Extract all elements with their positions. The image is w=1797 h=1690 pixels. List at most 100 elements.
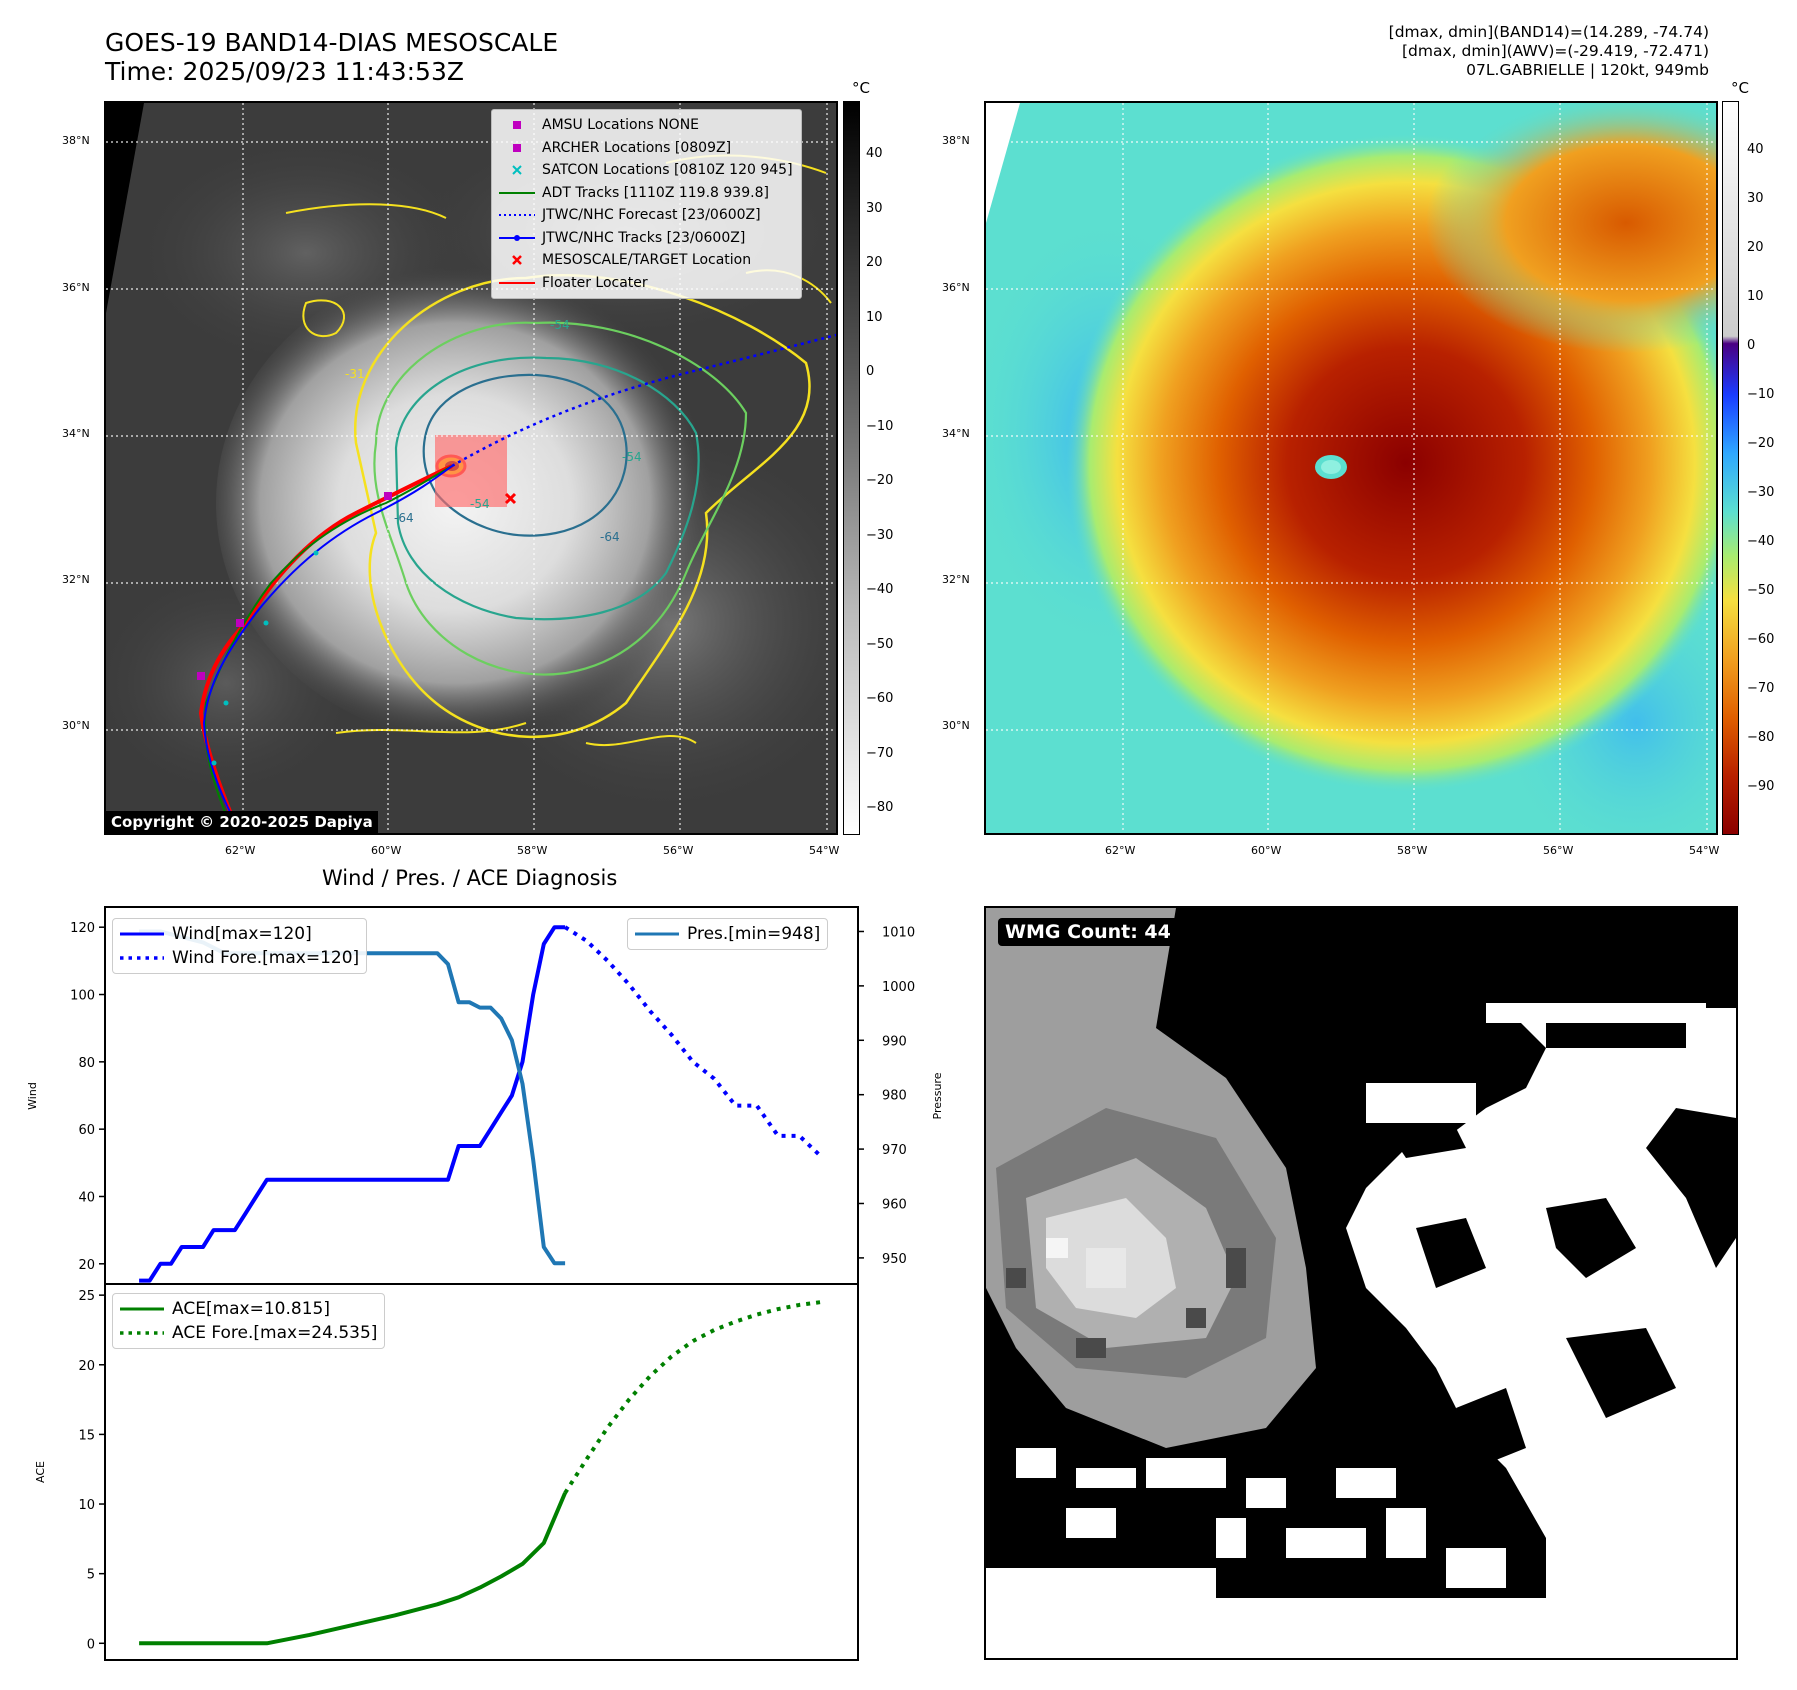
legend-x-icon bbox=[498, 165, 536, 175]
lat-label: 36°N bbox=[62, 281, 90, 294]
legend-item-adt: ADT Tracks [1110Z 119.8 939.8] bbox=[498, 182, 793, 205]
colorbar-tick-label: −80 bbox=[1747, 730, 1775, 745]
legend-item-ace-fore: ACE Fore.[max=24.535] bbox=[120, 1321, 377, 1345]
y-tick-label: 0 bbox=[87, 1637, 95, 1652]
contour-label: -31 bbox=[345, 367, 365, 381]
legend-square-icon bbox=[498, 143, 536, 153]
pressure-line bbox=[139, 929, 566, 1266]
colorbar-unit: °C bbox=[1731, 79, 1749, 97]
colorbar-tick-label: −30 bbox=[1747, 485, 1775, 500]
y2-tick-label: 950 bbox=[882, 1252, 907, 1267]
y-tick-label: 25 bbox=[78, 1289, 95, 1304]
y-tick-label: 5 bbox=[87, 1568, 95, 1583]
y-tick-label: 40 bbox=[78, 1190, 95, 1205]
ir-map-panel: Copyright © 2020-2025 Dapiya AMSU Locati… bbox=[104, 101, 838, 835]
awv-colorbar bbox=[1722, 101, 1739, 835]
legend-item-amsu: AMSU Locations NONE bbox=[498, 114, 793, 137]
lat-label: 32°N bbox=[942, 573, 970, 586]
diagnosis-title: Wind / Pres. / ACE Diagnosis bbox=[322, 866, 618, 890]
colorbar-tick-label: 40 bbox=[1747, 142, 1764, 157]
legend-dotted-line-icon bbox=[120, 956, 164, 960]
colorbar-tick-label: 10 bbox=[1747, 289, 1764, 304]
lon-label: 54°W bbox=[809, 844, 840, 857]
lon-label: 60°W bbox=[371, 844, 402, 857]
colorbar-tick-label: −30 bbox=[866, 527, 894, 543]
legend-dotted-line-icon bbox=[498, 212, 536, 218]
wmg-image bbox=[986, 908, 1736, 1658]
pressure-axis-label: Pressure bbox=[931, 1072, 944, 1119]
legend-line-icon bbox=[498, 280, 536, 286]
lon-label: 58°W bbox=[517, 844, 548, 857]
colorbar-tick-label: 30 bbox=[1747, 191, 1764, 206]
y-tick-label: 10 bbox=[78, 1498, 95, 1513]
colorbar-tick-label: 30 bbox=[866, 200, 883, 216]
legend-item-pressure: Pres.[min=948] bbox=[635, 922, 820, 946]
wind-line bbox=[139, 925, 566, 1283]
map-legend: AMSU Locations NONE ARCHER Locations [08… bbox=[491, 109, 802, 299]
lon-label: 58°W bbox=[1397, 844, 1428, 857]
y2-tick-label: 1000 bbox=[882, 980, 915, 995]
colorbar-tick-label: −50 bbox=[866, 636, 894, 652]
info-storm: 07L.GABRIELLE | 120kt, 949mb bbox=[1466, 61, 1709, 79]
lat-label: 36°N bbox=[942, 281, 970, 294]
legend-line-icon bbox=[120, 932, 164, 936]
legend-item-wind: Wind[max=120] bbox=[120, 922, 359, 946]
lon-label: 60°W bbox=[1251, 844, 1282, 857]
contour-label: -54 bbox=[622, 450, 642, 464]
ace-axis-label: ACE bbox=[34, 1461, 47, 1483]
legend-x-icon bbox=[498, 255, 536, 266]
contour-label: -54 bbox=[470, 497, 490, 511]
colorbar-tick-label: −60 bbox=[866, 691, 894, 706]
contour-label: -54 bbox=[550, 318, 570, 332]
y2-tick-label: 1010 bbox=[882, 925, 915, 940]
lon-label: 56°W bbox=[663, 844, 694, 857]
lon-label: 62°W bbox=[1105, 844, 1136, 857]
legend-item-forecast: JTWC/NHC Forecast [23/0600Z] bbox=[498, 204, 793, 227]
y2-tick-label: 960 bbox=[882, 1197, 907, 1212]
legend-item-ace: ACE[max=10.815] bbox=[120, 1297, 377, 1321]
pressure-legend: Pres.[min=948] bbox=[627, 918, 829, 950]
colorbar-tick-label: −70 bbox=[866, 745, 894, 761]
awv-map-image bbox=[986, 103, 1716, 833]
contour-label: -64 bbox=[394, 511, 414, 525]
y2-tick-label: 980 bbox=[882, 1089, 907, 1104]
colorbar-tick-label: −20 bbox=[1747, 436, 1775, 451]
colorbar-tick-label: −10 bbox=[866, 418, 894, 434]
lon-label: 62°W bbox=[225, 844, 256, 857]
y-tick-label: 80 bbox=[78, 1056, 95, 1071]
legend-item-satcon: SATCON Locations [0810Z 120 945] bbox=[498, 159, 793, 182]
legend-item-wind-fore: Wind Fore.[max=120] bbox=[120, 946, 359, 970]
chart-time: Time: 2025/09/23 11:43:53Z bbox=[105, 57, 464, 86]
wind-forecast-line bbox=[564, 925, 823, 1158]
colorbar-tick-label: 20 bbox=[1747, 240, 1764, 255]
colorbar-tick-label: −40 bbox=[866, 582, 894, 597]
legend-line-icon bbox=[120, 1307, 164, 1311]
wmg-panel: WMG Count: 44 bbox=[984, 906, 1738, 1660]
colorbar-tick-label: −50 bbox=[1747, 583, 1775, 598]
lat-label: 34°N bbox=[62, 427, 90, 440]
y-tick-label: 20 bbox=[78, 1258, 95, 1273]
y-tick-label: 120 bbox=[70, 921, 95, 936]
y2-tick-label: 970 bbox=[882, 1143, 907, 1158]
ace-plot-frame bbox=[104, 1283, 859, 1661]
legend-line-dot-icon bbox=[498, 234, 536, 242]
colorbar-tick-label: −80 bbox=[866, 800, 894, 815]
colorbar-tick-label: −40 bbox=[1747, 534, 1775, 549]
y2-tick-label: 990 bbox=[882, 1034, 907, 1049]
colorbar-tick-label: −90 bbox=[1747, 779, 1775, 794]
copyright-label: Copyright © 2020-2025 Dapiya bbox=[106, 811, 378, 833]
legend-item-mesoscale: MESOSCALE/TARGET Location bbox=[498, 249, 793, 272]
colorbar-unit: °C bbox=[852, 79, 870, 97]
legend-dotted-line-icon bbox=[120, 1331, 164, 1335]
colorbar-tick-label: 40 bbox=[866, 146, 883, 161]
colorbar-tick-label: 0 bbox=[866, 364, 875, 379]
colorbar-tick-label: −20 bbox=[866, 473, 894, 488]
ir-colorbar bbox=[843, 101, 860, 835]
chart-title: GOES-19 BAND14-DIAS MESOSCALE bbox=[105, 28, 559, 57]
lat-label: 38°N bbox=[942, 134, 970, 147]
awv-map-panel bbox=[984, 101, 1718, 835]
y-tick-label: 60 bbox=[78, 1123, 95, 1138]
lat-label: 30°N bbox=[942, 719, 970, 732]
wind-legend: Wind[max=120] Wind Fore.[max=120] bbox=[112, 918, 368, 974]
